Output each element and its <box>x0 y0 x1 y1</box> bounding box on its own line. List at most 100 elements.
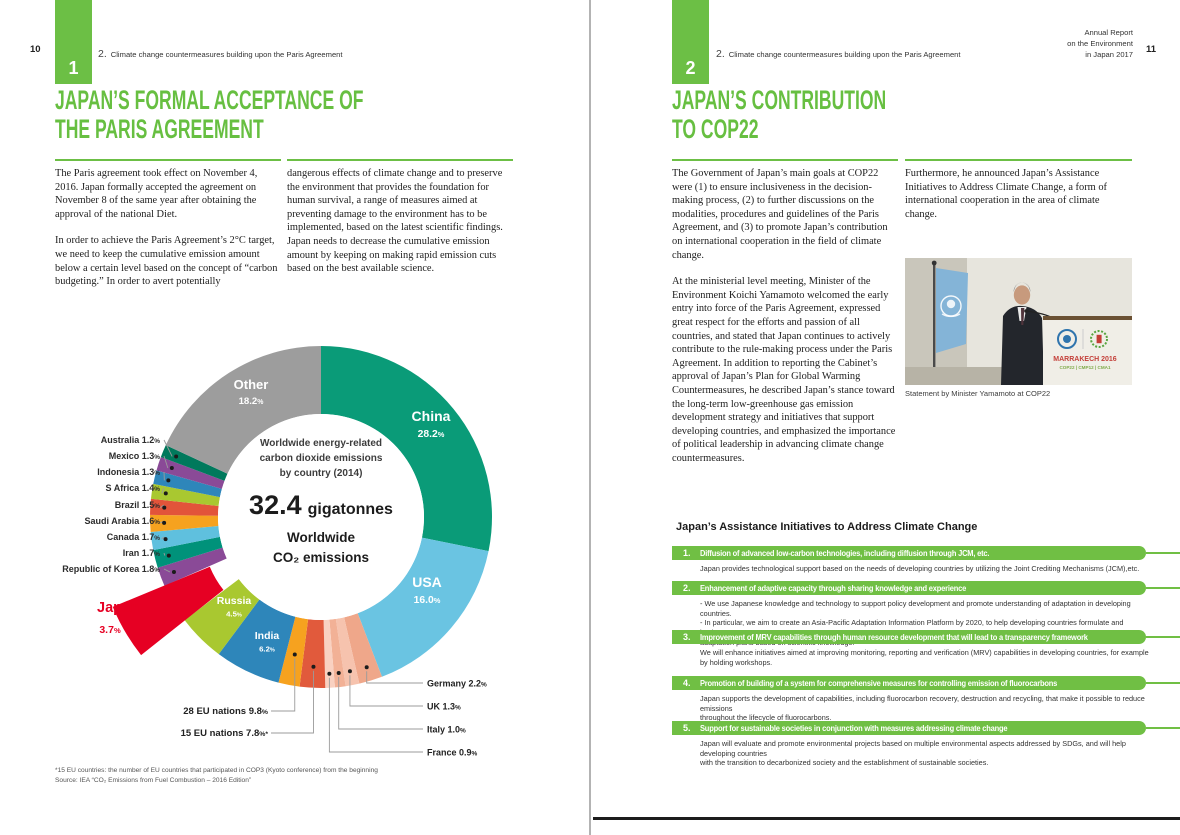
chart-center-text: Worldwide energy-related carbon dioxide … <box>226 436 416 569</box>
leader-uk <box>349 675 423 707</box>
label-china: 28.2% <box>418 429 445 440</box>
dot-saudi_arabia <box>162 520 167 525</box>
annual-report-label: Annual Report on the Environment in Japa… <box>1067 28 1133 59</box>
running-header-right-text: Climate change countermeasures building … <box>728 50 961 59</box>
dot-germany <box>364 665 369 670</box>
initiative-body: We will enhance initiatives aimed at imp… <box>700 648 1149 667</box>
slice-russia <box>184 579 260 655</box>
leader-korea <box>163 568 171 573</box>
page-title-right-line1: JAPAN’S CONTRIBUTION <box>672 85 887 115</box>
dot-eu15_rest <box>311 664 316 669</box>
section-tab-1: 1 <box>55 0 92 84</box>
label-canada: Canada 1.7% <box>107 532 161 542</box>
initiative-bar: 5. Support for sustainable societies in c… <box>672 721 1146 735</box>
cop22-logo-icon <box>1057 329 1077 349</box>
initiative-title: Promotion of building of a system for co… <box>700 678 1058 688</box>
slice-indonesia <box>153 470 222 498</box>
slice-s_africa <box>150 483 220 507</box>
slice-germany <box>344 613 382 684</box>
un-flag <box>931 260 968 367</box>
section-tab-2-number: 2 <box>685 58 696 78</box>
label-usa: 16.0% <box>414 595 441 606</box>
paragraph: Furthermore, he announced Japan’s Assist… <box>905 168 1107 220</box>
label-eu28_rest: 28 EU nations 9.8% <box>183 706 268 717</box>
label-eu15_rest: 15 EU nations 7.8%* <box>181 728 269 739</box>
initiative-body: Japan provides technological support bas… <box>700 564 1140 573</box>
page-title-left-line2: THE PARIS AGREEMENT <box>55 114 264 144</box>
initiative-bar: 3. Improvement of MRV capabilities throug… <box>672 630 1146 644</box>
initiative-body: Japan will evaluate and promote environm… <box>700 739 1126 768</box>
initiatives-heading: Japan’s Assistance Initiatives to Addres… <box>676 521 978 533</box>
slice-usa <box>357 537 489 677</box>
leader-brazil <box>160 504 165 509</box>
label-mexico: Mexico 1.3% <box>109 451 161 461</box>
initiative-number: 4. <box>683 678 691 688</box>
slice-other <box>165 346 321 474</box>
body-column-left-1: The Paris agreement took effect on Novem… <box>55 167 281 302</box>
chart-center-value-row: 32.4 gigatonnes <box>226 490 416 521</box>
column-rule <box>287 159 513 161</box>
label-india: 6.2% <box>259 645 275 654</box>
label-russia: Russia <box>217 595 252 607</box>
chart-title: Worldwide energy-related carbon dioxide … <box>259 438 383 479</box>
label-saudi_arabia: Saudi Arabia 1.6% <box>85 516 161 526</box>
chart-center-caption: Worldwide CO₂ emissions <box>272 530 370 566</box>
initiative-bar-tail <box>1146 636 1180 638</box>
initiative-bar: 1. Diffusion of advanced low-carbon techn… <box>672 546 1146 560</box>
slice-italy <box>329 618 346 688</box>
dot-indonesia <box>166 478 171 483</box>
initiatives-list: 1. Diffusion of advanced low-carbon techn… <box>672 540 1180 790</box>
label-italy: Italy 1.0% <box>427 725 466 735</box>
label-usa: USA <box>412 574 442 590</box>
initiative-title: Improvement of MRV capabilities through … <box>700 632 1088 642</box>
paragraph: At the ministerial level meeting, Minist… <box>672 276 896 464</box>
label-germany: Germany 2.2% <box>427 679 487 689</box>
label-uk: UK 1.3% <box>427 702 461 712</box>
page-number-left: 10 <box>30 44 41 55</box>
paragraph: In order to achieve the Paris Agreement’… <box>55 235 278 288</box>
running-header-right-number: 2. <box>716 48 725 60</box>
slice-canada <box>150 526 220 551</box>
column-rule <box>672 159 898 161</box>
dot-eu28_rest <box>292 652 297 657</box>
label-iran: Iran 1.7% <box>123 548 161 558</box>
initiative-bar-tail <box>1146 552 1180 554</box>
photo-caption: Statement by Minister Yamamoto at COP22 <box>905 389 1051 398</box>
label-korea: Republic of Korea 1.8% <box>62 564 160 574</box>
bottom-rule <box>593 817 1180 820</box>
slice-korea <box>157 547 227 586</box>
paragraph: dangerous effects of climate change and … <box>287 168 503 275</box>
dot-france <box>327 671 332 676</box>
label-brazil: Brazil 1.5% <box>115 500 161 510</box>
page-title-right-line2: TO COP22 <box>672 114 759 144</box>
initiative-number: 5. <box>683 723 691 733</box>
running-header-right: 2. Climate change countermeasures buildin… <box>716 44 961 62</box>
label-japan: Japan <box>97 600 139 616</box>
dot-italy <box>336 670 341 675</box>
chart-total-value: 32.4 <box>249 490 302 520</box>
dot-brazil <box>162 505 167 510</box>
paragraph: The Paris agreement took effect on Novem… <box>55 168 258 220</box>
chart-footnote: *15 EU countries: the number of EU count… <box>55 766 378 785</box>
podium: MARRAKECH 2016 COP22 | CMP12 | CMA1 <box>1024 309 1132 385</box>
column-rule <box>55 159 281 161</box>
initiative-bar: 4. Promotion of building of a system for … <box>672 676 1146 690</box>
label-japan: 3.7% <box>99 624 121 636</box>
label-s_africa: S Africa 1.4% <box>106 483 161 493</box>
slice-eu15_rest <box>299 619 326 688</box>
initiative-title: Support for sustainable societies in con… <box>700 723 1008 733</box>
page-right: 2 2. Climate change countermeasures build… <box>590 0 1180 835</box>
slice-india <box>218 599 296 683</box>
page-title-left-line1: JAPAN’S FORMAL ACCEPTANCE OF <box>55 85 364 115</box>
podium-text-cop22: COP22 | CMP12 | CMA1 <box>1059 365 1111 370</box>
dot-uk <box>347 669 352 674</box>
leader-italy <box>338 676 423 730</box>
page-title-left: JAPAN’S FORMAL ACCEPTANCE OF THE PARIS A… <box>55 86 363 144</box>
slice-uk <box>335 617 360 687</box>
running-header-left-text: Climate change countermeasures building … <box>110 50 343 59</box>
leader-germany <box>366 671 423 684</box>
slice-brazil <box>150 498 219 516</box>
initiative-title: Enhancement of adaptive capacity through… <box>700 583 967 593</box>
running-header-left: 2. Climate change countermeasures buildin… <box>98 44 343 62</box>
